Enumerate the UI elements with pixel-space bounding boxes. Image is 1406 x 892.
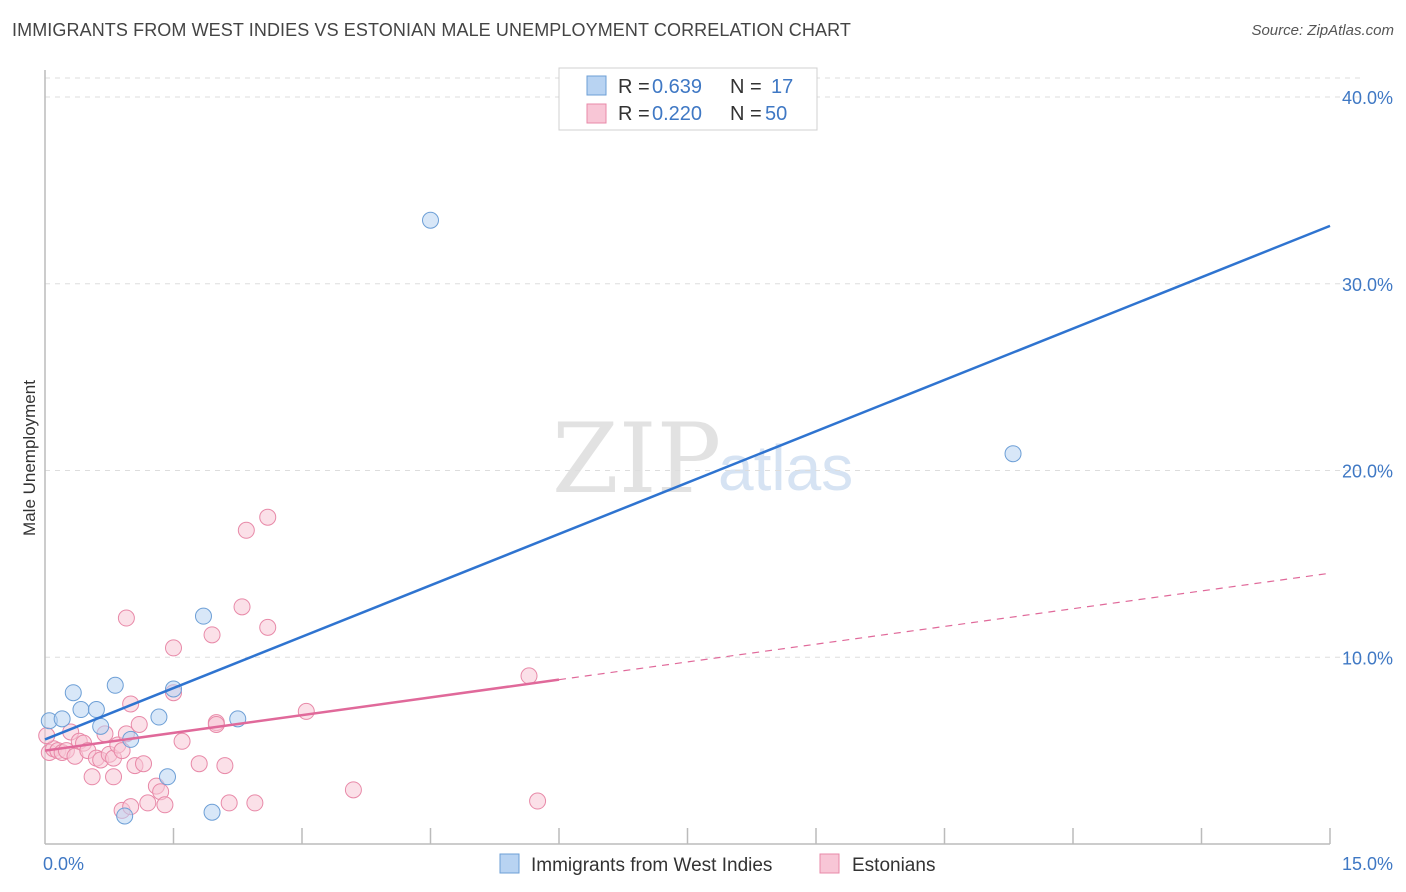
bottom-legend-swatch-series1: [499, 853, 520, 874]
point-series2-18: [113, 742, 131, 760]
scatter-points: [38, 211, 1022, 825]
trendline-series2: [44, 678, 560, 752]
point-series2-45: [297, 702, 315, 720]
chart-title: IMMIGRANTS FROM WEST INDIES VS ESTONIAN …: [12, 20, 851, 40]
y-tick-label: 30.0%: [1342, 275, 1393, 295]
legend-n-value-series1: 17: [771, 76, 793, 98]
point-series2-27: [139, 794, 157, 812]
legend-swatch-series1: [586, 75, 607, 96]
point-series1-15: [422, 211, 439, 229]
watermark: ZIP atlas: [552, 403, 853, 515]
point-series2-39: [220, 794, 238, 812]
point-series2-40: [233, 598, 251, 616]
point-series2-44: [259, 618, 277, 636]
x-tick-label: 15.0%: [1342, 854, 1393, 874]
point-series2-33: [173, 732, 191, 750]
bottom-legend-label-series2: Estonians: [852, 855, 935, 876]
trendline-series1: [44, 224, 1331, 741]
y-axis-title: Male Unemployment: [20, 380, 39, 536]
point-series1-3: [72, 701, 90, 719]
point-series2-47: [520, 667, 538, 685]
trendline-series2-extension: [558, 572, 1331, 681]
point-series2-25: [130, 715, 148, 733]
point-series1-12: [194, 607, 212, 625]
point-series2-43: [259, 508, 277, 526]
point-series2-21: [117, 609, 135, 627]
y-tick-label: 40.0%: [1342, 88, 1393, 108]
bottom-legend: Immigrants from West Indies Estonians: [499, 853, 935, 876]
point-series2-46: [344, 781, 362, 799]
point-series2-34: [190, 755, 208, 773]
point-series2-37: [207, 715, 225, 733]
legend-r-value-series2: 0.220: [652, 103, 702, 125]
gridlines: [45, 77, 1365, 658]
bottom-legend-label-series1: Immigrants from West Indies: [531, 855, 772, 876]
bottom-legend-swatch-series2: [819, 853, 840, 874]
point-series1-6: [106, 676, 124, 694]
point-series2-35: [203, 626, 221, 644]
point-series2-42: [246, 794, 264, 812]
point-series1-4: [87, 701, 105, 719]
y-tick-labels: 10.0% 20.0% 30.0% 40.0%: [1342, 88, 1393, 668]
point-series2-15: [105, 768, 123, 786]
legend-n-label-series2: N =: [730, 103, 762, 125]
point-series2-30: [156, 796, 174, 814]
point-series1-2: [64, 684, 82, 702]
x-tick-labels: 0.0% 15.0%: [43, 854, 1393, 874]
legend: R = 0.639 N = 17 R = 0.220 N = 50: [558, 67, 818, 131]
point-series2-26: [135, 755, 153, 773]
point-series1-9: [150, 708, 168, 726]
y-tick-label: 10.0%: [1342, 648, 1393, 668]
point-series1-1: [53, 710, 71, 728]
x-ticks: [172, 828, 1331, 844]
point-series1-16: [1004, 445, 1022, 463]
chart-source: Source: ZipAtlas.com: [1251, 22, 1394, 39]
point-series1-10: [159, 768, 177, 786]
point-series2-38: [216, 757, 234, 775]
y-tick-label: 20.0%: [1342, 462, 1393, 482]
point-series1-13: [203, 803, 221, 821]
legend-r-label-series2: R =: [618, 103, 650, 125]
legend-r-value-series1: 0.639: [652, 76, 702, 98]
legend-n-value-series2: 50: [765, 103, 787, 125]
point-series2-48: [529, 792, 547, 810]
x-tick-label: 0.0%: [43, 854, 84, 874]
point-series2-32: [165, 639, 182, 657]
point-series2-10: [83, 768, 101, 786]
legend-r-label-series1: R =: [618, 76, 650, 98]
watermark-zip: ZIP: [552, 403, 721, 515]
legend-swatch-series2: [586, 103, 607, 124]
trendlines: [44, 224, 1331, 752]
point-series1-7: [116, 807, 134, 825]
legend-n-label-series1: N =: [730, 76, 762, 98]
point-series2-41: [237, 521, 255, 539]
